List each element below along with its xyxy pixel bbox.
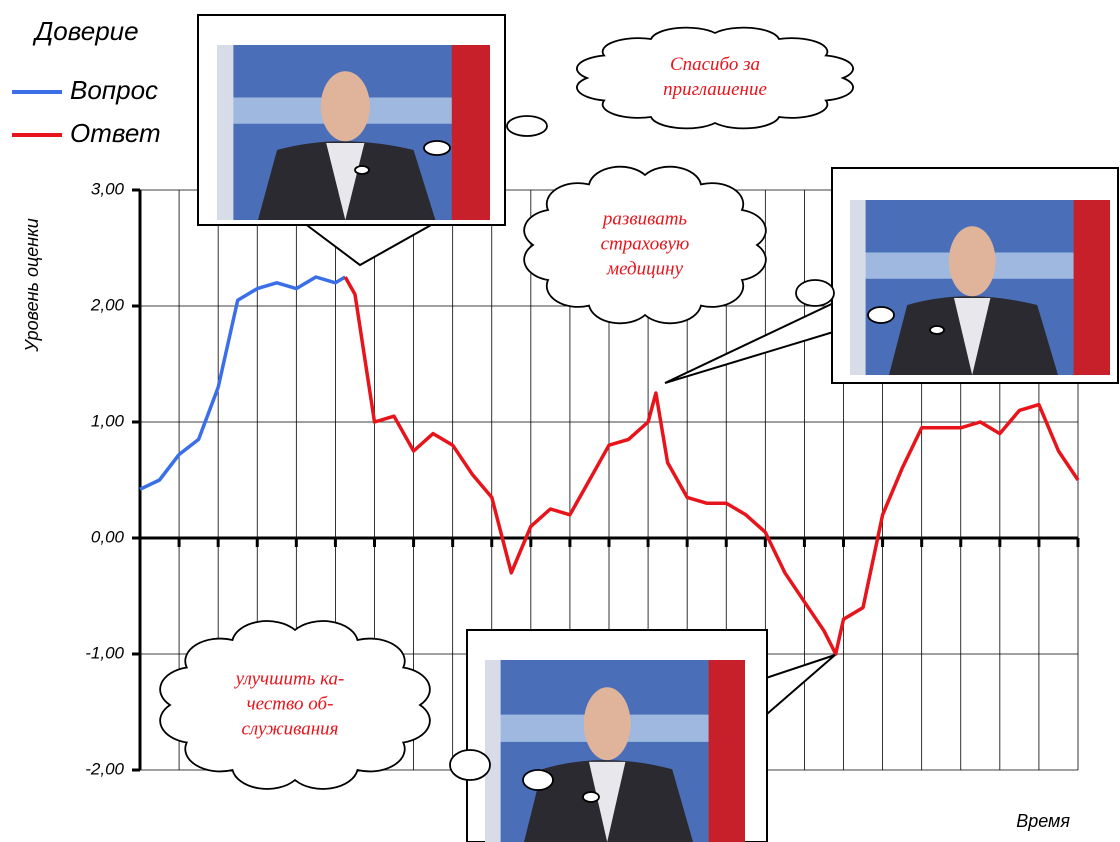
- photo-flag: [850, 200, 866, 375]
- photo-face: [583, 687, 631, 761]
- photo-shirt: [954, 298, 991, 375]
- photo: [217, 45, 490, 220]
- annotation-text: чество об-: [247, 693, 334, 714]
- series-line: [343, 276, 1080, 656]
- cloud-bubble: [449, 749, 491, 781]
- y-tick-label: 2,00: [90, 295, 125, 314]
- annotation-text: медицину: [606, 258, 684, 279]
- photo-flag: [708, 660, 745, 842]
- x-axis-label: Время: [1016, 811, 1070, 831]
- annotation-text: приглашение: [663, 79, 767, 100]
- y-tick-label: 0,00: [91, 527, 125, 546]
- y-axis-label: Уровень оценки: [22, 218, 42, 352]
- cloud-bubble: [354, 165, 370, 175]
- photo: [485, 660, 745, 842]
- legend-label: Ответ: [70, 118, 161, 148]
- annotation-text: служивания: [242, 718, 339, 739]
- callout-tail: [759, 654, 836, 723]
- photo-face: [320, 71, 370, 142]
- cloud-bubble: [522, 769, 554, 791]
- photo-flag: [485, 660, 501, 842]
- cloud-bubble: [867, 306, 895, 324]
- annotation-text: Спасибо за: [670, 54, 760, 75]
- photo-shirt: [326, 143, 365, 220]
- photo: [850, 200, 1110, 375]
- annotation-text: улучшить ка-: [234, 668, 345, 689]
- annotation-text: страховую: [601, 233, 690, 254]
- cloud-bubble: [929, 325, 945, 335]
- y-tick-label: -2,00: [85, 759, 124, 778]
- y-tick-label: 1,00: [91, 411, 125, 430]
- y-tick-label: 3,00: [91, 179, 125, 198]
- legend-title: Доверие: [32, 16, 139, 46]
- callout-tail: [297, 219, 444, 267]
- cloud: [159, 620, 431, 790]
- cloud-bubble: [423, 140, 451, 156]
- cloud: [523, 165, 767, 325]
- photo-face: [948, 226, 996, 297]
- annotation-text: развивать: [601, 208, 687, 229]
- photo-flag: [1073, 200, 1110, 375]
- photo-flag: [217, 45, 234, 220]
- cloud-bubble: [582, 791, 600, 803]
- cloud-bubble: [506, 115, 548, 137]
- photo-flag: [451, 45, 490, 220]
- y-tick-label: -1,00: [85, 643, 124, 662]
- legend-label: Вопрос: [70, 75, 158, 105]
- series-line: [139, 275, 347, 491]
- cloud-bubble: [795, 279, 835, 307]
- photo-shirt: [589, 761, 626, 842]
- cloud: [576, 26, 854, 130]
